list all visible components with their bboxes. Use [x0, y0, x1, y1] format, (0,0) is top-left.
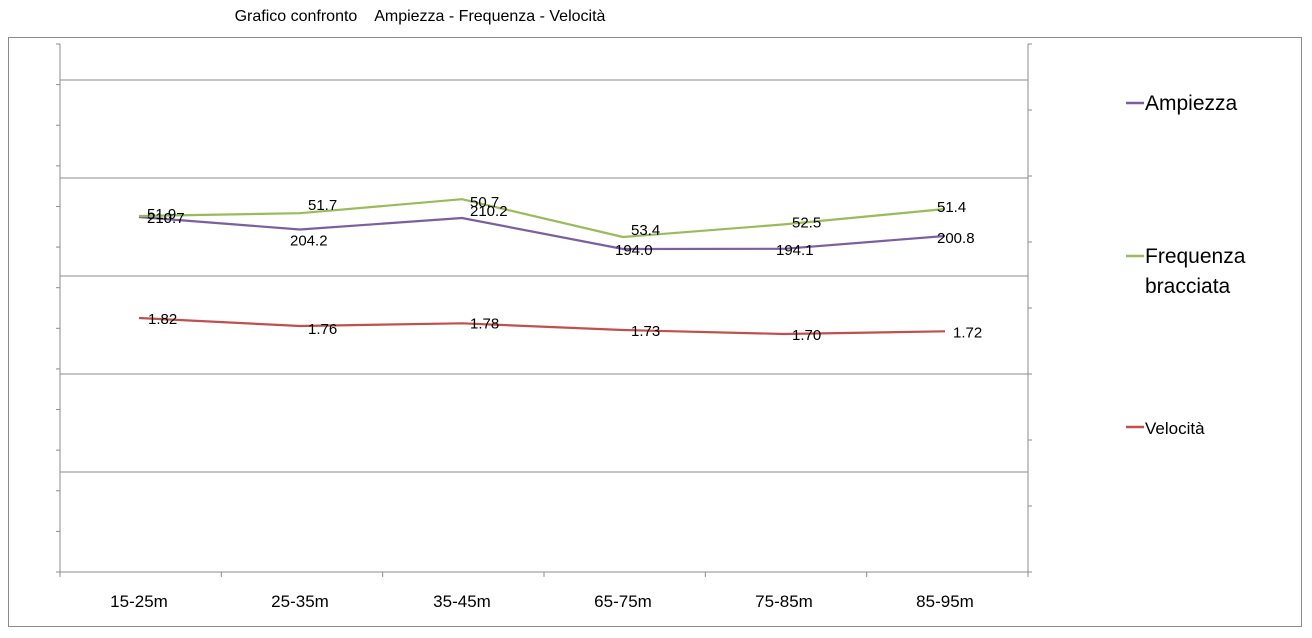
- velocita-line: [138, 316, 946, 336]
- frequenza-bracciata-data-label: 52.5: [792, 214, 821, 231]
- legend-item-frequenza-bracciata-label: Frequenza: [1145, 245, 1246, 268]
- x-tick-label: 25-35m: [271, 592, 329, 611]
- ampiezza-data-label: 194.0: [615, 242, 653, 259]
- x-tick-label: 15-25m: [110, 592, 168, 611]
- axes: [56, 43, 1032, 577]
- velocita-data-label: 1.73: [631, 323, 660, 340]
- x-tick-label: 35-45m: [433, 592, 491, 611]
- velocita-data-label: 1.70: [792, 327, 821, 344]
- legend-item-ampiezza-label: Ampiezza: [1145, 92, 1238, 115]
- velocita-data-label: 1.78: [470, 315, 499, 332]
- gridlines: [60, 79, 1028, 473]
- frequenza-bracciata-data-label: 53.4: [631, 222, 660, 239]
- x-tick-label: 65-75m: [594, 592, 652, 611]
- ampiezza-data-label: 210.7: [147, 210, 185, 227]
- chart-title: Grafico confronto Ampiezza - Frequenza -…: [234, 8, 606, 25]
- x-axis-tick-labels: 15-25m 25-35m 35-45m 65-75m 75-85m 85-95m: [110, 592, 974, 611]
- velocita-data-label: 1.72: [953, 324, 982, 341]
- ampiezza-data-label: 194.1: [776, 242, 814, 259]
- frequenza-bracciata-data-label: 50.7: [470, 194, 499, 211]
- ampiezza-line: [138, 215, 946, 251]
- frequenza-bracciata-data-label: 51.9: [147, 206, 176, 223]
- x-tick-label: 85-95m: [916, 592, 974, 611]
- x-tick-label: 75-85m: [755, 592, 813, 611]
- ampiezza-data-label: 210.2: [470, 203, 508, 220]
- data-labels: 210.7 204.2 210.2 194.0 194.1 200.8 51.9 51.7 50…: [147, 194, 982, 344]
- frequenza-bracciata-data-label: 51.4: [937, 199, 966, 216]
- chart-frame: [8, 37, 1302, 627]
- velocita-data-label: 1.82: [148, 311, 177, 328]
- ampiezza-data-label: 204.2: [290, 232, 328, 249]
- frequenza-bracciata-line: [138, 198, 946, 239]
- legend-item-frequenza-bracciata-label: bracciata: [1145, 275, 1231, 298]
- frequenza-bracciata-data-label: 51.7: [308, 197, 337, 214]
- ampiezza-data-label: 200.8: [937, 230, 975, 247]
- legend-item-velocita-label: Velocità: [1145, 419, 1205, 438]
- series-lines: [138, 198, 946, 336]
- legend: Ampiezza Frequenza bracciata Velocità: [1126, 92, 1246, 438]
- velocita-data-label: 1.76: [308, 321, 337, 338]
